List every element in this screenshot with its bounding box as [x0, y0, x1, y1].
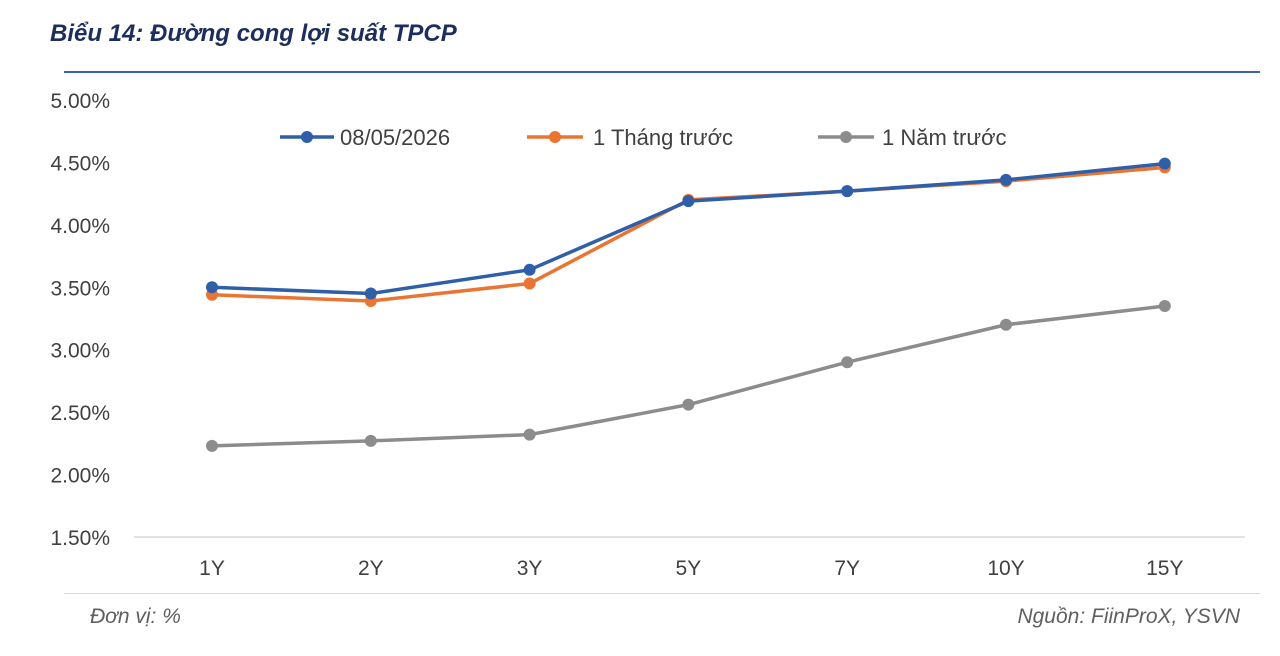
data-point [364, 287, 377, 300]
x-axis-ticks: 1Y 2Y 3Y 5Y 7Y 10Y 15Y [199, 557, 1183, 580]
x-tick-label: 15Y [1146, 557, 1183, 580]
series-line [210, 304, 1167, 448]
data-point [1158, 157, 1171, 170]
data-point [364, 434, 377, 447]
legend-item: 1 Tháng trước [527, 125, 733, 150]
x-tick-label: 7Y [834, 557, 860, 580]
x-tick-label: 5Y [676, 557, 702, 580]
x-tick-label: 2Y [358, 557, 384, 580]
bottom-divider [64, 593, 1260, 594]
legend-label: 1 Tháng trước [593, 125, 733, 150]
data-point [1158, 300, 1171, 313]
y-axis-ticks: 5.00% 4.50% 4.00% 3.50% 3.00% 2.50% 2.00% 1.50% [50, 90, 110, 550]
y-tick-label: 3.50% [50, 277, 110, 300]
data-point [841, 356, 854, 369]
data-point [523, 263, 536, 276]
data-point [841, 185, 854, 198]
series-1 [206, 161, 1171, 308]
y-tick-label: 2.50% [50, 402, 110, 425]
data-point [1000, 318, 1012, 331]
x-tick-label: 10Y [987, 557, 1024, 580]
series-line [210, 165, 1167, 303]
series-layer [206, 157, 1171, 452]
y-tick-label: 2.00% [50, 465, 110, 488]
source-note: Nguồn: FiinProX, YSVN [1017, 605, 1240, 628]
series-0 [206, 157, 1171, 300]
series-line [210, 161, 1167, 296]
y-tick-label: 3.00% [50, 340, 110, 363]
data-point [1000, 173, 1012, 186]
legend-item: 1 Năm trước [818, 125, 1007, 150]
data-point [523, 428, 536, 441]
y-tick-label: 4.00% [50, 215, 110, 238]
legend-marker [301, 131, 313, 143]
data-point [206, 439, 218, 452]
unit-note: Đơn vị: % [90, 605, 181, 628]
legend-marker [840, 131, 852, 143]
chart-title: Biểu 14: Đường cong lợi suất TPCP [50, 20, 457, 47]
legend-label: 08/05/2026 [340, 125, 450, 150]
legend-marker [549, 131, 561, 143]
data-point [682, 398, 695, 411]
legend-item: 08/05/2026 [280, 125, 450, 150]
x-tick-label: 1Y [199, 557, 225, 580]
y-tick-label: 4.50% [50, 152, 110, 175]
legend-label: 1 Năm trước [882, 125, 1007, 150]
data-point [206, 281, 218, 294]
data-point [523, 277, 536, 290]
y-tick-label: 5.00% [50, 90, 110, 113]
data-point [682, 195, 695, 208]
legend: 08/05/2026 1 Tháng trước 1 Năm trước [280, 125, 1007, 150]
title-divider [64, 71, 1260, 73]
series-2 [206, 300, 1171, 452]
y-tick-label: 1.50% [50, 527, 110, 550]
x-tick-label: 3Y [517, 557, 543, 580]
